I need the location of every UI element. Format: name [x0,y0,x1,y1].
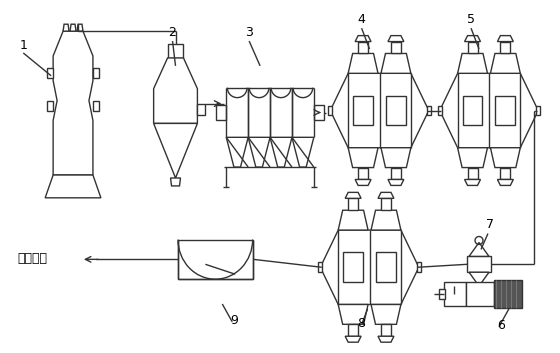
Polygon shape [469,272,489,286]
Bar [198,103,206,115]
Polygon shape [320,230,419,305]
Bar [391,42,401,53]
Text: 4: 4 [358,13,366,26]
Text: 1: 1 [19,39,27,52]
Bar [343,252,363,282]
Polygon shape [491,53,520,73]
Polygon shape [497,179,514,185]
Bar [348,324,358,336]
Polygon shape [469,243,489,256]
Polygon shape [388,179,404,185]
Bar [178,239,253,279]
Polygon shape [270,137,292,167]
Bar [444,282,466,306]
Polygon shape [345,336,361,342]
Text: 8: 8 [358,317,366,330]
Polygon shape [45,175,101,198]
Bar [501,168,510,179]
Bar [93,68,99,78]
Bar [386,96,406,125]
Polygon shape [497,36,514,42]
Polygon shape [292,137,314,167]
Polygon shape [536,106,540,115]
Polygon shape [465,179,480,185]
Bar [468,168,478,179]
Bar [47,101,53,110]
Bar [216,104,226,120]
Polygon shape [440,73,538,148]
Text: 6: 6 [497,319,505,332]
Bar [501,42,510,53]
Polygon shape [465,36,480,42]
Bar [466,282,494,306]
Polygon shape [371,305,401,324]
Polygon shape [77,24,83,31]
Polygon shape [248,137,270,167]
Bar [167,44,184,58]
Bar [353,96,373,125]
Polygon shape [438,106,442,115]
Bar [376,252,396,282]
Bar [439,289,445,299]
Polygon shape [348,148,378,168]
Polygon shape [388,36,404,42]
Polygon shape [226,137,248,167]
Polygon shape [491,148,520,168]
Bar [494,280,522,308]
Bar [496,96,515,125]
Polygon shape [417,262,421,272]
Polygon shape [355,36,371,42]
Polygon shape [330,73,429,148]
Polygon shape [171,178,180,186]
Polygon shape [318,262,323,272]
Polygon shape [355,179,371,185]
Bar [314,104,324,120]
Text: 7: 7 [486,217,494,231]
Polygon shape [348,53,378,73]
Bar [468,42,478,53]
Polygon shape [338,305,368,324]
Polygon shape [458,148,487,168]
Bar [463,96,483,125]
Text: 9: 9 [230,314,238,327]
Bar [348,198,358,210]
Polygon shape [381,53,411,73]
Text: 末端用户: 末端用户 [17,252,47,265]
Bar [47,68,53,78]
Text: 3: 3 [245,26,253,39]
Polygon shape [63,24,69,31]
Bar [467,256,491,272]
Bar [93,101,99,110]
Polygon shape [153,124,198,178]
Polygon shape [458,53,487,73]
Bar [381,324,391,336]
Polygon shape [345,192,361,198]
Bar [358,168,368,179]
Polygon shape [371,210,401,230]
Polygon shape [378,336,394,342]
Text: 5: 5 [467,13,475,26]
Polygon shape [328,106,332,115]
Text: 2: 2 [169,26,176,39]
Bar [358,42,368,53]
Polygon shape [381,148,411,168]
Polygon shape [378,192,394,198]
Bar [391,168,401,179]
Polygon shape [53,31,93,175]
Polygon shape [427,106,431,115]
Bar [381,198,391,210]
Polygon shape [338,210,368,230]
Polygon shape [153,58,198,124]
Polygon shape [70,24,76,31]
